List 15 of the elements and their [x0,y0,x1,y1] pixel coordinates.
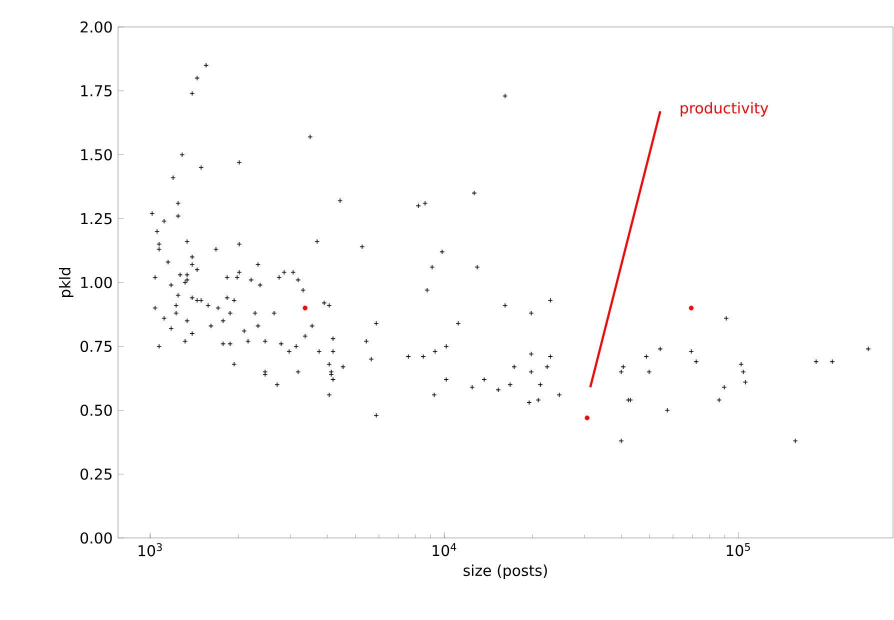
y-tick-label: 2.00 [80,21,112,33]
y-tick-label: 1.25 [81,212,112,224]
x-axis-title: size (posts) [464,564,547,579]
y-tick-label: 0.00 [80,532,112,544]
y-tick-label: 1.75 [81,85,112,96]
y-tick-label: 1.00 [81,276,112,288]
y-tick-label: 0.75 [80,340,112,352]
y-tick-label: 0.25 [80,468,112,480]
x-tick-label: 10$^{5}$ [726,543,750,556]
x-tick-label: 10$^{4}$ [432,543,456,556]
annotation: productivity [680,102,768,117]
y-tick-label: 0.50 [80,404,112,416]
y-axis-title: pkld [58,268,74,298]
y-tick-label: 1.50 [81,149,112,160]
x-tick-label: 10$^{3}$ [138,543,162,556]
